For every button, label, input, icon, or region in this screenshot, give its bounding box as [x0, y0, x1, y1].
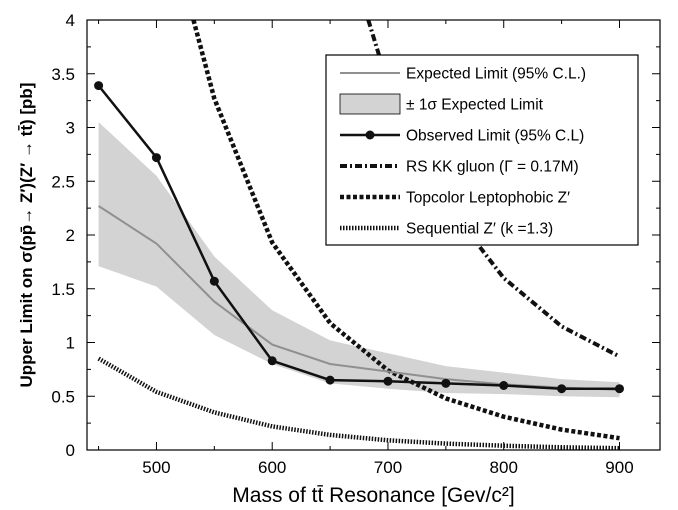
y-tick-label: 0: [66, 441, 75, 460]
legend: Expected Limit (95% C.L.) ± 1σ Expected L…: [325, 54, 639, 246]
x-tick-label: 900: [605, 458, 633, 477]
y-tick-label: 2: [66, 226, 75, 245]
observed-point: [614, 384, 624, 394]
legend-box: [325, 54, 639, 246]
legend-item: Observed Limit (95% C.L): [340, 128, 584, 145]
x-tick-label: 700: [374, 458, 402, 477]
observed-point: [209, 276, 219, 286]
legend-item: Sequential Z′ (k =1.3): [340, 221, 553, 238]
x-tick-label: 500: [142, 458, 170, 477]
sigma-band: [98, 122, 620, 398]
legend-label: RS KK gluon (Γ = 0.17M): [406, 159, 579, 176]
x-tick-label: 600: [258, 458, 286, 477]
legend-item: RS KK gluon (Γ = 0.17M): [340, 159, 579, 176]
legend-label: ± 1σ Expected Limit: [406, 97, 544, 114]
observed-point: [267, 356, 277, 366]
y-tick-label: 4: [66, 11, 75, 30]
legend-label: Expected Limit (95% C.L.): [406, 66, 586, 83]
legend-label: Observed Limit (95% C.L): [406, 128, 584, 145]
x-axis-label: Mass of tt̄ Resonance [Gev/c²]: [232, 484, 514, 507]
observed-point: [441, 378, 451, 388]
observed-point: [94, 81, 104, 91]
observed-point: [557, 384, 567, 394]
band-layer: [98, 122, 620, 398]
y-tick-label: 2.5: [51, 172, 75, 191]
y-tick-label: 1.5: [51, 280, 75, 299]
y-tick-label: 1: [66, 334, 75, 353]
sequential-z-curve: [97, 356, 620, 450]
legend-label: Topcolor Leptophobic Z′: [406, 190, 570, 207]
legend-swatch-marker: [365, 130, 375, 140]
ticks-layer: 500 600 700 800 900 0 0.5 1 1.5 2 2.5 3 3.5 4: [51, 11, 660, 477]
topcolor-curve: [191, 20, 620, 441]
observed-limit-line: [97, 84, 620, 390]
observed-point: [325, 375, 335, 385]
legend-item: Topcolor Leptophobic Z′: [340, 190, 570, 207]
x-tick-label: 800: [490, 458, 518, 477]
y-tick-label: 3.5: [51, 65, 75, 84]
legend-item: ± 1σ Expected Limit: [339, 93, 544, 115]
legend-label: Sequential Z′ (k =1.3): [406, 221, 553, 238]
observed-point: [499, 381, 509, 390]
observed-point: [383, 376, 393, 386]
observed-point: [151, 153, 161, 163]
observed-layer: [94, 81, 624, 394]
y-axis-label: Upper Limit on σ(pp̄→ Z′)(Z′ → tt̄) [pb]: [17, 83, 36, 388]
legend-item: Expected Limit (95% C.L.): [340, 66, 586, 83]
legend-swatch-band: [339, 93, 401, 115]
y-tick-label: 3: [66, 119, 75, 138]
y-tick-label: 0.5: [51, 387, 75, 406]
